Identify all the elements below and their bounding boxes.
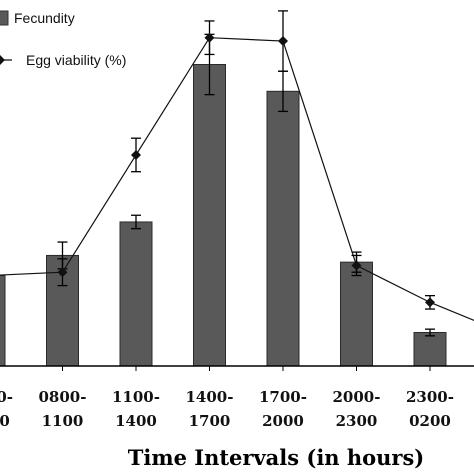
legend-swatch-fecundity <box>0 10 9 26</box>
x-tick-labels: 0500- 0800 0800- 1100 1100- 1400 1400- 1700 1700… <box>0 366 454 430</box>
bar-error-6 <box>425 328 435 337</box>
egg-viability-point-1 <box>57 267 68 278</box>
x-tick-label-0-line-0: 0500- <box>0 388 13 406</box>
x-tick-label-5-line-1: 2300 <box>336 412 378 430</box>
legend-label-egg-viability: Egg viability (%) <box>26 52 126 68</box>
x-tick-label-2-line-0: 1100- <box>112 388 160 406</box>
bar-fecundity-0 <box>0 275 6 367</box>
egg-viability-point-3 <box>204 32 215 43</box>
legend: Fecundity Egg viability (%) <box>0 10 126 68</box>
egg-viability-point-5 <box>351 260 362 271</box>
x-tick-label-6: 2300- 0200 <box>406 388 454 430</box>
x-tick-label-5-line-0: 2000- <box>333 388 381 406</box>
x-tick-label-1-line-0: 0800- <box>39 388 87 406</box>
x-tick-label-2-line-1: 1400 <box>115 412 157 430</box>
x-tick-label-4-line-0: 1700- <box>259 388 307 406</box>
bar-fecundity-6 <box>413 332 447 367</box>
x-tick-label-1-line-1: 1100 <box>42 412 84 430</box>
bar-fecundity-4 <box>266 90 300 367</box>
bar-fecundity-2 <box>119 221 153 367</box>
x-tick-label-4-line-1: 2000 <box>262 412 304 430</box>
x-tick-label-3-line-1: 1700 <box>189 412 231 430</box>
egg-viability-point-6 <box>425 297 435 308</box>
x-tick-label-0: 0500- 0800 <box>0 388 13 430</box>
bar-fecundity-3 <box>193 64 226 367</box>
x-tick-label-0-line-1: 0800 <box>0 412 10 430</box>
egg-viability-point-4 <box>278 36 288 47</box>
x-tick-label-3: 1400- 1700 <box>186 388 234 430</box>
legend-label-fecundity: Fecundity <box>14 10 75 26</box>
bar-fecundity-5 <box>340 261 373 367</box>
x-tick-label-2: 1100- 1400 <box>112 388 160 430</box>
x-tick-label-1: 0800- 1100 <box>39 388 87 430</box>
egg-viability-line <box>0 37 474 322</box>
bar-error-2 <box>131 214 141 230</box>
line-layer <box>0 10 474 322</box>
x-tick-label-4: 1700- 2000 <box>259 388 307 430</box>
x-tick-label-3-line-0: 1400- <box>186 388 234 406</box>
x-tick-label-6-line-1: 0200 <box>409 412 451 430</box>
x-tick-label-5: 2000- 2300 <box>333 388 381 430</box>
x-axis-title: Time Intervals (in hours) <box>128 445 425 470</box>
egg-viability-point-2 <box>131 149 141 160</box>
x-tick-label-6-line-0: 2300- <box>406 388 454 406</box>
legend-marker-egg-viability <box>0 55 5 65</box>
